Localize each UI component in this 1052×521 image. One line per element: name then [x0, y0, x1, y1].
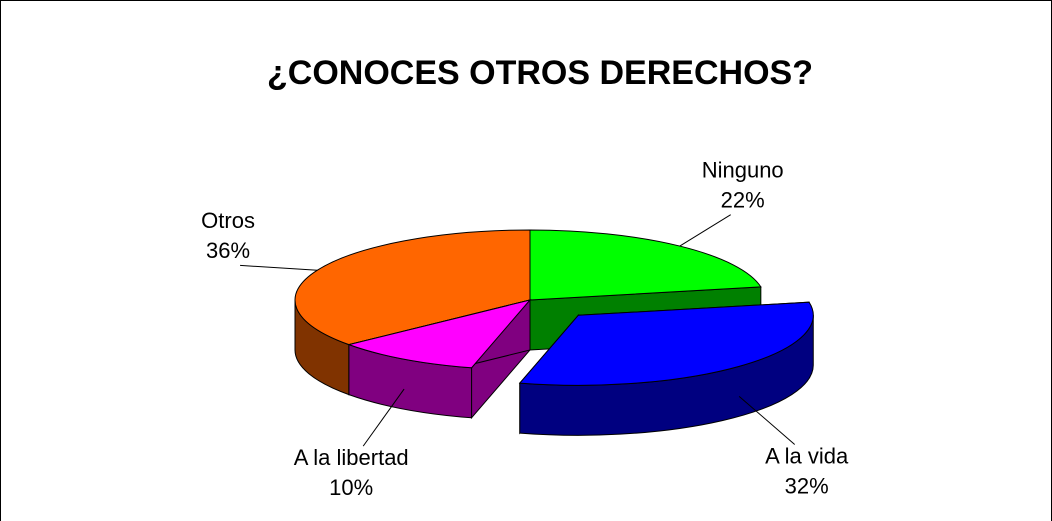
slice-label: A la vida: [765, 443, 849, 468]
leader-line: [679, 214, 731, 247]
leader-line: [362, 388, 405, 447]
chart-title: ¿CONOCES OTROS DERECHOS?: [267, 54, 813, 92]
slice-label: A la libertad: [294, 445, 409, 470]
slice-value-label: 22%: [721, 188, 765, 213]
slice-value-label: 36%: [206, 238, 250, 263]
slice: [518, 301, 814, 386]
slice: [347, 299, 532, 369]
slice-value-label: 32%: [785, 473, 829, 498]
slice-label: Otros: [201, 208, 255, 233]
leader-line: [240, 264, 318, 271]
slice-value-label: 10%: [329, 475, 373, 500]
slice-label: Ninguno: [702, 158, 784, 183]
leader-line: [738, 395, 796, 445]
